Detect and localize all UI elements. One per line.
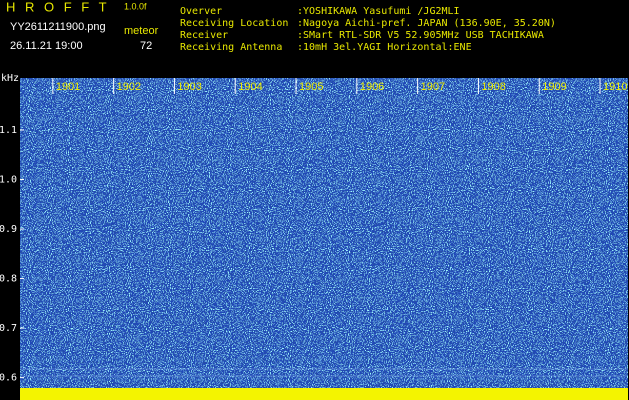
x-tick-label: 1907 <box>421 81 445 93</box>
bottom-strip <box>20 388 628 400</box>
info-label: Receiving Antenna <box>180 42 282 53</box>
count: 72 <box>140 40 152 52</box>
x-tick-label: 1909 <box>542 81 566 93</box>
x-tick-label: 1906 <box>360 81 384 93</box>
info-label: Overver <box>180 6 222 17</box>
info-value: :10mH 3el.YAGI Horizontal:ENE <box>297 42 472 53</box>
y-tick-label: 0.7 <box>0 323 17 334</box>
y-tick-label: 0.8 <box>0 274 17 285</box>
x-tick-label: 1901 <box>56 81 80 93</box>
x-tick-label: 1905 <box>299 81 323 93</box>
info-value: :SMart RTL-SDR V5 52.905MHz USB TACHIKAW… <box>297 30 544 41</box>
x-tick-label: 1903 <box>177 81 201 93</box>
info-value: :YOSHIKAWA Yasufumi /JG2MLI <box>297 6 460 17</box>
app-name: H R O F F T <box>6 0 110 14</box>
noise-light <box>20 78 628 390</box>
x-tick-label: 1908 <box>481 81 505 93</box>
y-tick-label: 1.0 <box>0 175 17 186</box>
x-tick-label: 1904 <box>238 81 262 93</box>
info-label: Receiver <box>180 30 228 41</box>
info-value: :Nagoya Aichi-pref. JAPAN (136.90E, 35.2… <box>297 18 556 29</box>
x-tick-label: 1910 <box>603 81 627 93</box>
file-name: YY2611211900.png <box>10 21 106 33</box>
y-tick-label: 1.1 <box>0 125 17 136</box>
y-tick-label: 0.9 <box>0 224 17 235</box>
y-axis-label: kHz <box>1 73 19 84</box>
info-label: Receiving Location <box>180 18 288 29</box>
x-tick-label: 1902 <box>117 81 141 93</box>
y-tick-label: 0.6 <box>0 373 17 384</box>
count-label: meteor <box>124 25 159 37</box>
datetime: 26.11.21 19:00 <box>10 40 83 52</box>
version: 1.0.0f <box>124 1 147 11</box>
